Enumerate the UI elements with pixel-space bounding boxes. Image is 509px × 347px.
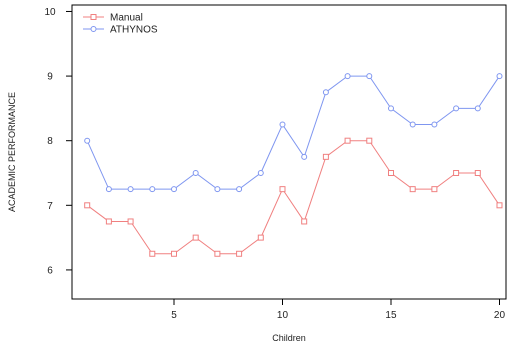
data-point — [431, 121, 438, 128]
data-point — [301, 153, 308, 160]
data-point — [84, 202, 91, 209]
y-tick-label: 9 — [47, 72, 53, 83]
data-point — [105, 186, 112, 193]
data-point — [387, 170, 394, 176]
data-point — [301, 218, 308, 225]
y-tick-label: 6 — [47, 265, 53, 276]
y-axis: 6 7 8 9 10 — [44, 7, 72, 276]
data-point — [366, 73, 373, 80]
series-manual — [84, 137, 503, 257]
series-layer — [84, 73, 503, 257]
legend-label-manual: Manual — [110, 13, 143, 24]
y-tick-label: 7 — [47, 201, 53, 212]
data-point — [474, 105, 481, 112]
plot-frame — [71, 4, 507, 300]
data-point — [214, 250, 221, 257]
data-point — [127, 186, 134, 193]
data-point — [170, 250, 177, 257]
data-point — [387, 105, 394, 112]
y-tick-label: 10 — [44, 7, 56, 18]
data-point — [409, 121, 416, 128]
data-point — [453, 105, 460, 112]
data-point — [322, 153, 329, 160]
series-athynos — [84, 73, 503, 193]
x-axis: 5 10 15 20 — [171, 299, 505, 321]
data-point — [236, 186, 243, 193]
data-point — [192, 170, 199, 176]
x-axis-title: Children — [272, 333, 306, 343]
x-tick-label: 5 — [171, 310, 177, 321]
y-axis-title: ACADEMIC PERFORMANCE — [7, 92, 17, 212]
data-point — [149, 250, 156, 257]
series-line — [86, 75, 500, 190]
data-point — [344, 137, 351, 144]
data-point — [149, 186, 156, 193]
data-point — [257, 170, 264, 176]
legend-label-athynos: ATHYNOS — [110, 25, 158, 36]
data-point — [496, 73, 503, 80]
legend: Manual ATHYNOS — [83, 13, 158, 36]
data-point — [236, 250, 243, 257]
data-point — [279, 186, 286, 193]
legend-marker-manual — [90, 14, 97, 20]
data-point — [127, 218, 134, 225]
x-tick-label: 10 — [277, 310, 289, 321]
data-point — [474, 170, 481, 176]
x-tick-label: 20 — [494, 310, 506, 321]
data-point — [170, 186, 177, 193]
data-point — [453, 170, 460, 176]
data-point — [214, 186, 221, 193]
data-point — [366, 137, 373, 144]
data-point — [409, 186, 416, 193]
data-point — [84, 137, 91, 144]
data-point — [322, 89, 329, 96]
data-point — [496, 202, 503, 209]
data-point — [279, 121, 286, 128]
x-tick-label: 15 — [385, 310, 397, 321]
data-point — [257, 234, 264, 241]
data-point — [344, 73, 351, 80]
data-point — [192, 234, 199, 241]
y-tick-label: 8 — [47, 136, 53, 147]
legend-marker-athynos — [90, 26, 97, 32]
series-line — [86, 140, 500, 255]
data-point — [431, 186, 438, 193]
data-point — [105, 218, 112, 225]
